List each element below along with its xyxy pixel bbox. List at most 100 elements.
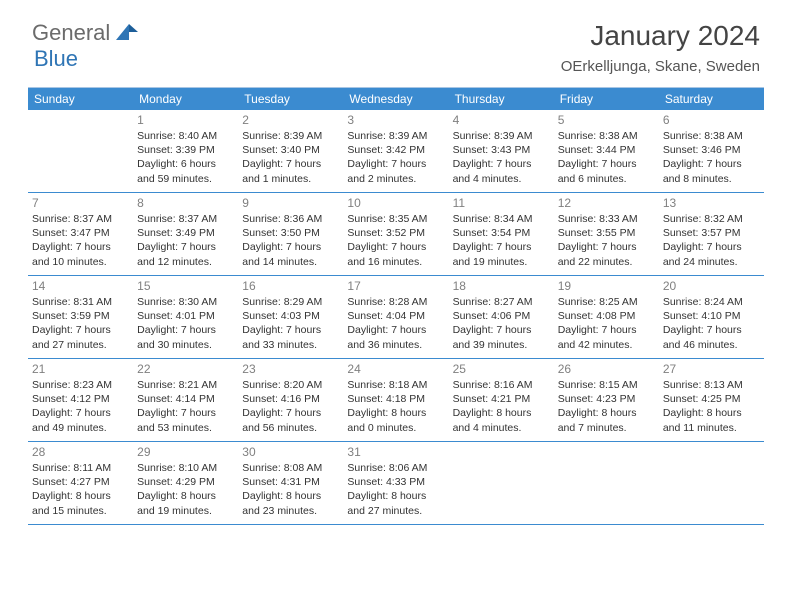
day-cell: 27Sunrise: 8:13 AMSunset: 4:25 PMDayligh…	[659, 359, 764, 441]
day-cell: 29Sunrise: 8:10 AMSunset: 4:29 PMDayligh…	[133, 442, 238, 524]
week-row: 21Sunrise: 8:23 AMSunset: 4:12 PMDayligh…	[28, 359, 764, 442]
day-header: Thursday	[449, 88, 554, 110]
info-line-d2: and 27 minutes.	[347, 504, 444, 518]
info-line-sr: Sunrise: 8:15 AM	[558, 378, 655, 392]
day-info: Sunrise: 8:34 AMSunset: 3:54 PMDaylight:…	[453, 212, 550, 269]
day-number	[32, 112, 129, 115]
info-line-d1: Daylight: 7 hours	[242, 240, 339, 254]
info-line-d2: and 36 minutes.	[347, 338, 444, 352]
day-cell: 5Sunrise: 8:38 AMSunset: 3:44 PMDaylight…	[554, 110, 659, 192]
day-info: Sunrise: 8:28 AMSunset: 4:04 PMDaylight:…	[347, 295, 444, 352]
day-number: 2	[242, 112, 339, 129]
day-info: Sunrise: 8:21 AMSunset: 4:14 PMDaylight:…	[137, 378, 234, 435]
page-header: General January 2024 OErkelljunga, Skane…	[0, 0, 792, 79]
info-line-d2: and 53 minutes.	[137, 421, 234, 435]
day-cell: 6Sunrise: 8:38 AMSunset: 3:46 PMDaylight…	[659, 110, 764, 192]
info-line-d1: Daylight: 8 hours	[32, 489, 129, 503]
day-cell	[449, 442, 554, 524]
day-number: 7	[32, 195, 129, 212]
weeks-container: 1Sunrise: 8:40 AMSunset: 3:39 PMDaylight…	[28, 110, 764, 525]
day-info: Sunrise: 8:35 AMSunset: 3:52 PMDaylight:…	[347, 212, 444, 269]
day-number: 29	[137, 444, 234, 461]
info-line-sr: Sunrise: 8:40 AM	[137, 129, 234, 143]
day-info: Sunrise: 8:31 AMSunset: 3:59 PMDaylight:…	[32, 295, 129, 352]
day-cell: 28Sunrise: 8:11 AMSunset: 4:27 PMDayligh…	[28, 442, 133, 524]
day-cell: 20Sunrise: 8:24 AMSunset: 4:10 PMDayligh…	[659, 276, 764, 358]
day-info: Sunrise: 8:33 AMSunset: 3:55 PMDaylight:…	[558, 212, 655, 269]
day-number: 23	[242, 361, 339, 378]
info-line-sr: Sunrise: 8:20 AM	[242, 378, 339, 392]
info-line-d2: and 1 minutes.	[242, 172, 339, 186]
info-line-ss: Sunset: 3:59 PM	[32, 309, 129, 323]
info-line-ss: Sunset: 3:55 PM	[558, 226, 655, 240]
day-header: Wednesday	[343, 88, 448, 110]
day-info: Sunrise: 8:32 AMSunset: 3:57 PMDaylight:…	[663, 212, 760, 269]
day-cell: 4Sunrise: 8:39 AMSunset: 3:43 PMDaylight…	[449, 110, 554, 192]
day-number: 4	[453, 112, 550, 129]
logo-mark-icon	[116, 22, 138, 45]
day-header: Monday	[133, 88, 238, 110]
info-line-ss: Sunset: 3:49 PM	[137, 226, 234, 240]
info-line-d1: Daylight: 7 hours	[242, 323, 339, 337]
info-line-d1: Daylight: 7 hours	[137, 240, 234, 254]
info-line-sr: Sunrise: 8:16 AM	[453, 378, 550, 392]
info-line-ss: Sunset: 4:23 PM	[558, 392, 655, 406]
info-line-d1: Daylight: 7 hours	[137, 323, 234, 337]
info-line-d1: Daylight: 7 hours	[558, 157, 655, 171]
info-line-sr: Sunrise: 8:36 AM	[242, 212, 339, 226]
info-line-sr: Sunrise: 8:38 AM	[558, 129, 655, 143]
day-info: Sunrise: 8:20 AMSunset: 4:16 PMDaylight:…	[242, 378, 339, 435]
info-line-sr: Sunrise: 8:37 AM	[32, 212, 129, 226]
info-line-ss: Sunset: 3:52 PM	[347, 226, 444, 240]
info-line-ss: Sunset: 4:29 PM	[137, 475, 234, 489]
day-header: Sunday	[28, 88, 133, 110]
info-line-d2: and 59 minutes.	[137, 172, 234, 186]
info-line-ss: Sunset: 4:33 PM	[347, 475, 444, 489]
day-header: Tuesday	[238, 88, 343, 110]
info-line-sr: Sunrise: 8:28 AM	[347, 295, 444, 309]
title-block: January 2024 OErkelljunga, Skane, Sweden	[561, 20, 760, 75]
info-line-d1: Daylight: 7 hours	[663, 157, 760, 171]
logo-text-part2: Blue	[34, 46, 78, 71]
day-number: 13	[663, 195, 760, 212]
day-cell: 19Sunrise: 8:25 AMSunset: 4:08 PMDayligh…	[554, 276, 659, 358]
day-info: Sunrise: 8:37 AMSunset: 3:47 PMDaylight:…	[32, 212, 129, 269]
info-line-ss: Sunset: 4:01 PM	[137, 309, 234, 323]
info-line-ss: Sunset: 4:04 PM	[347, 309, 444, 323]
info-line-d1: Daylight: 7 hours	[453, 240, 550, 254]
info-line-d1: Daylight: 7 hours	[32, 240, 129, 254]
day-cell: 26Sunrise: 8:15 AMSunset: 4:23 PMDayligh…	[554, 359, 659, 441]
day-number	[663, 444, 760, 447]
info-line-d2: and 24 minutes.	[663, 255, 760, 269]
info-line-d2: and 2 minutes.	[347, 172, 444, 186]
info-line-d1: Daylight: 8 hours	[242, 489, 339, 503]
day-info: Sunrise: 8:30 AMSunset: 4:01 PMDaylight:…	[137, 295, 234, 352]
info-line-sr: Sunrise: 8:21 AM	[137, 378, 234, 392]
day-info: Sunrise: 8:27 AMSunset: 4:06 PMDaylight:…	[453, 295, 550, 352]
day-cell: 2Sunrise: 8:39 AMSunset: 3:40 PMDaylight…	[238, 110, 343, 192]
info-line-ss: Sunset: 3:46 PM	[663, 143, 760, 157]
info-line-d1: Daylight: 7 hours	[347, 323, 444, 337]
info-line-d2: and 19 minutes.	[453, 255, 550, 269]
info-line-ss: Sunset: 4:06 PM	[453, 309, 550, 323]
info-line-sr: Sunrise: 8:13 AM	[663, 378, 760, 392]
info-line-d1: Daylight: 8 hours	[663, 406, 760, 420]
day-number: 26	[558, 361, 655, 378]
info-line-d1: Daylight: 7 hours	[137, 406, 234, 420]
day-cell: 12Sunrise: 8:33 AMSunset: 3:55 PMDayligh…	[554, 193, 659, 275]
day-info: Sunrise: 8:18 AMSunset: 4:18 PMDaylight:…	[347, 378, 444, 435]
info-line-ss: Sunset: 3:50 PM	[242, 226, 339, 240]
info-line-sr: Sunrise: 8:33 AM	[558, 212, 655, 226]
info-line-sr: Sunrise: 8:39 AM	[347, 129, 444, 143]
day-cell: 8Sunrise: 8:37 AMSunset: 3:49 PMDaylight…	[133, 193, 238, 275]
info-line-d1: Daylight: 8 hours	[347, 406, 444, 420]
day-cell: 3Sunrise: 8:39 AMSunset: 3:42 PMDaylight…	[343, 110, 448, 192]
info-line-d2: and 6 minutes.	[558, 172, 655, 186]
info-line-d1: Daylight: 7 hours	[453, 323, 550, 337]
info-line-sr: Sunrise: 8:23 AM	[32, 378, 129, 392]
info-line-d2: and 39 minutes.	[453, 338, 550, 352]
day-cell: 16Sunrise: 8:29 AMSunset: 4:03 PMDayligh…	[238, 276, 343, 358]
day-number: 24	[347, 361, 444, 378]
day-number	[453, 444, 550, 447]
info-line-d1: Daylight: 7 hours	[558, 323, 655, 337]
